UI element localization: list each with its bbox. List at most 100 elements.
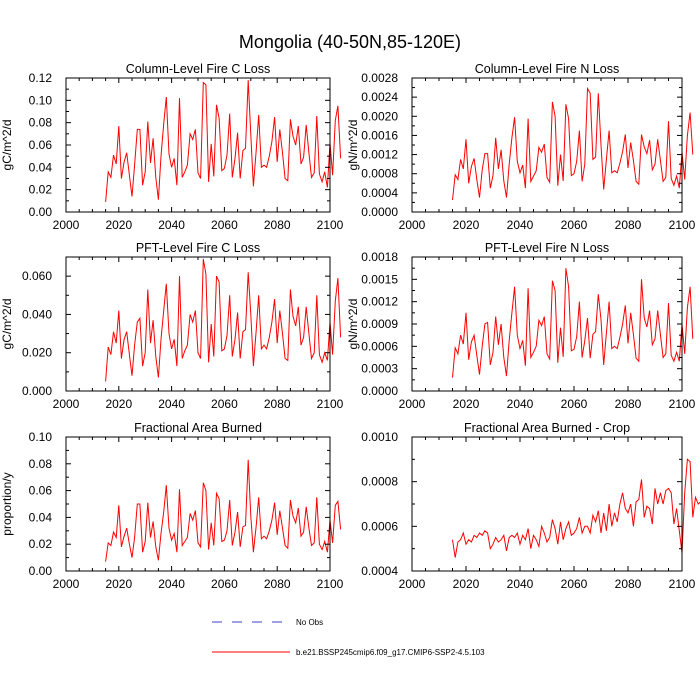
x-tick-label: 2040 — [158, 218, 185, 232]
plot-frame — [411, 77, 683, 213]
y-tick-label: 0.10 — [29, 93, 53, 107]
panel-title: PFT-Level Fire N Loss — [485, 241, 609, 255]
x-tick-label: 2100 — [669, 397, 696, 411]
x-tick-label: 2100 — [669, 218, 696, 232]
chart-fractional-area-burned-crop: Fractional Area Burned - Crop 2000 2020 204… — [361, 421, 700, 591]
x-tick-label: 2040 — [507, 218, 534, 232]
y-tick-label: 0.0006 — [361, 339, 398, 353]
x-tick-label: 2000 — [399, 218, 426, 232]
y-tick-label: 0.06 — [29, 138, 53, 152]
series-line — [105, 258, 342, 382]
y-tick-label: 0.0024 — [361, 90, 398, 104]
y-axis-label: gN/m^2/d — [346, 299, 360, 350]
panel-title: Column-Level Fire N Loss — [475, 62, 620, 76]
series-line — [452, 458, 700, 558]
y-tick-label: 0.02 — [29, 183, 53, 197]
x-tick-label: 2020 — [105, 218, 132, 232]
x-tick-label: 2080 — [264, 218, 291, 232]
y-tick-label: 0.04 — [29, 510, 53, 524]
y-tick-label: 0.060 — [22, 269, 52, 283]
y-tick-label: 0.0015 — [361, 272, 398, 286]
y-tick-label: 0.0000 — [361, 205, 398, 219]
y-tick-label: 0.02 — [29, 537, 53, 551]
panel-title: Fractional Area Burned - Crop — [464, 421, 630, 435]
x-tick-label: 2060 — [211, 577, 238, 591]
chart-fractional-area-burned: Fractional Area Burned proportion/y 2000 20… — [0, 421, 344, 591]
x-tick-label: 2060 — [211, 397, 238, 411]
figure-title: Mongolia (40-50N,85-120E) — [239, 32, 461, 52]
x-tick-label: 2080 — [615, 577, 642, 591]
y-axis-label: gC/m^2/d — [0, 120, 14, 171]
legend-no-obs-label: No Obs — [296, 618, 323, 627]
chart-column-level-fire-n-loss: Column-Level Fire N Loss gN/m^2/d 2000 2020… — [346, 62, 696, 232]
plot-frame — [411, 436, 683, 572]
series-line — [105, 459, 342, 562]
plot-frame — [65, 256, 331, 392]
x-tick-label: 2020 — [453, 397, 480, 411]
x-tick-label: 2000 — [399, 397, 426, 411]
y-tick-label: 0.10 — [29, 430, 53, 444]
x-tick-label: 2080 — [615, 218, 642, 232]
y-axis-label: gN/m^2/d — [346, 120, 360, 171]
y-tick-label: 0.0008 — [361, 167, 398, 181]
y-tick-label: 0.12 — [29, 71, 53, 85]
x-tick-label: 2000 — [53, 577, 80, 591]
x-tick-label: 2020 — [105, 397, 132, 411]
x-tick-label: 2020 — [105, 577, 132, 591]
y-tick-label: 0.0020 — [361, 109, 398, 123]
x-tick-label: 2020 — [453, 218, 480, 232]
y-tick-label: 0.0028 — [361, 71, 398, 85]
y-axis-label: gC/m^2/d — [0, 299, 14, 350]
chart-pft-level-fire-n-loss: PFT-Level Fire N Loss gN/m^2/d 2000 2020 204… — [346, 241, 696, 411]
y-tick-label: 0.08 — [29, 116, 53, 130]
x-tick-label: 2100 — [317, 397, 344, 411]
series-line — [452, 268, 694, 378]
x-tick-label: 2060 — [561, 397, 588, 411]
y-tick-label: 0.00 — [29, 564, 53, 578]
x-tick-label: 2000 — [399, 577, 426, 591]
x-tick-label: 2100 — [669, 577, 696, 591]
x-tick-label: 2020 — [453, 577, 480, 591]
x-tick-label: 2060 — [561, 577, 588, 591]
x-tick-label: 2040 — [507, 397, 534, 411]
plot-frame — [411, 256, 683, 392]
x-tick-label: 2040 — [158, 397, 185, 411]
x-tick-label: 2080 — [264, 397, 291, 411]
panel-title: Fractional Area Burned — [134, 421, 262, 435]
y-tick-label: 0.0000 — [361, 384, 398, 398]
y-tick-label: 0.0004 — [361, 186, 398, 200]
legend-model-label: b.e21.BSSP245cmip6.f09_g17.CMIP6-SSP2-4.… — [296, 648, 485, 657]
y-tick-label: 0.0012 — [361, 295, 398, 309]
y-tick-label: 0.04 — [29, 160, 53, 174]
y-tick-label: 0.06 — [29, 484, 53, 498]
x-tick-label: 2060 — [561, 218, 588, 232]
x-tick-label: 2080 — [264, 577, 291, 591]
x-tick-label: 2100 — [317, 218, 344, 232]
chart-column-level-fire-c-loss: Column-Level Fire C Loss gC/m^2/d 2000 2020… — [0, 62, 344, 232]
plot-frame — [65, 77, 331, 213]
y-tick-label: 0.000 — [22, 384, 52, 398]
y-tick-label: 0.08 — [29, 457, 53, 471]
legend: No Obs b.e21.BSSP245cmip6.f09_g17.CMIP6-… — [212, 618, 485, 657]
chart-pft-level-fire-c-loss: PFT-Level Fire C Loss gC/m^2/d 2000 2020 204… — [0, 241, 344, 411]
series-line — [105, 80, 342, 202]
y-tick-label: 0.0012 — [361, 148, 398, 162]
x-tick-label: 2100 — [317, 577, 344, 591]
y-tick-label: 0.020 — [22, 346, 52, 360]
x-tick-label: 2060 — [211, 218, 238, 232]
y-tick-label: 0.0003 — [361, 362, 398, 376]
x-tick-label: 2000 — [53, 218, 80, 232]
y-tick-label: 0.0004 — [361, 564, 398, 578]
y-tick-label: 0.0018 — [361, 250, 398, 264]
y-tick-label: 0.0009 — [361, 317, 398, 331]
series-line — [452, 86, 694, 201]
y-tick-label: 0.040 — [22, 307, 52, 321]
x-tick-label: 2040 — [158, 577, 185, 591]
y-tick-label: 0.0008 — [361, 475, 398, 489]
x-tick-label: 2000 — [53, 397, 80, 411]
y-tick-label: 0.0006 — [361, 519, 398, 533]
panel-title: PFT-Level Fire C Loss — [136, 241, 260, 255]
y-tick-label: 0.00 — [29, 205, 53, 219]
y-tick-label: 0.0010 — [361, 430, 398, 444]
